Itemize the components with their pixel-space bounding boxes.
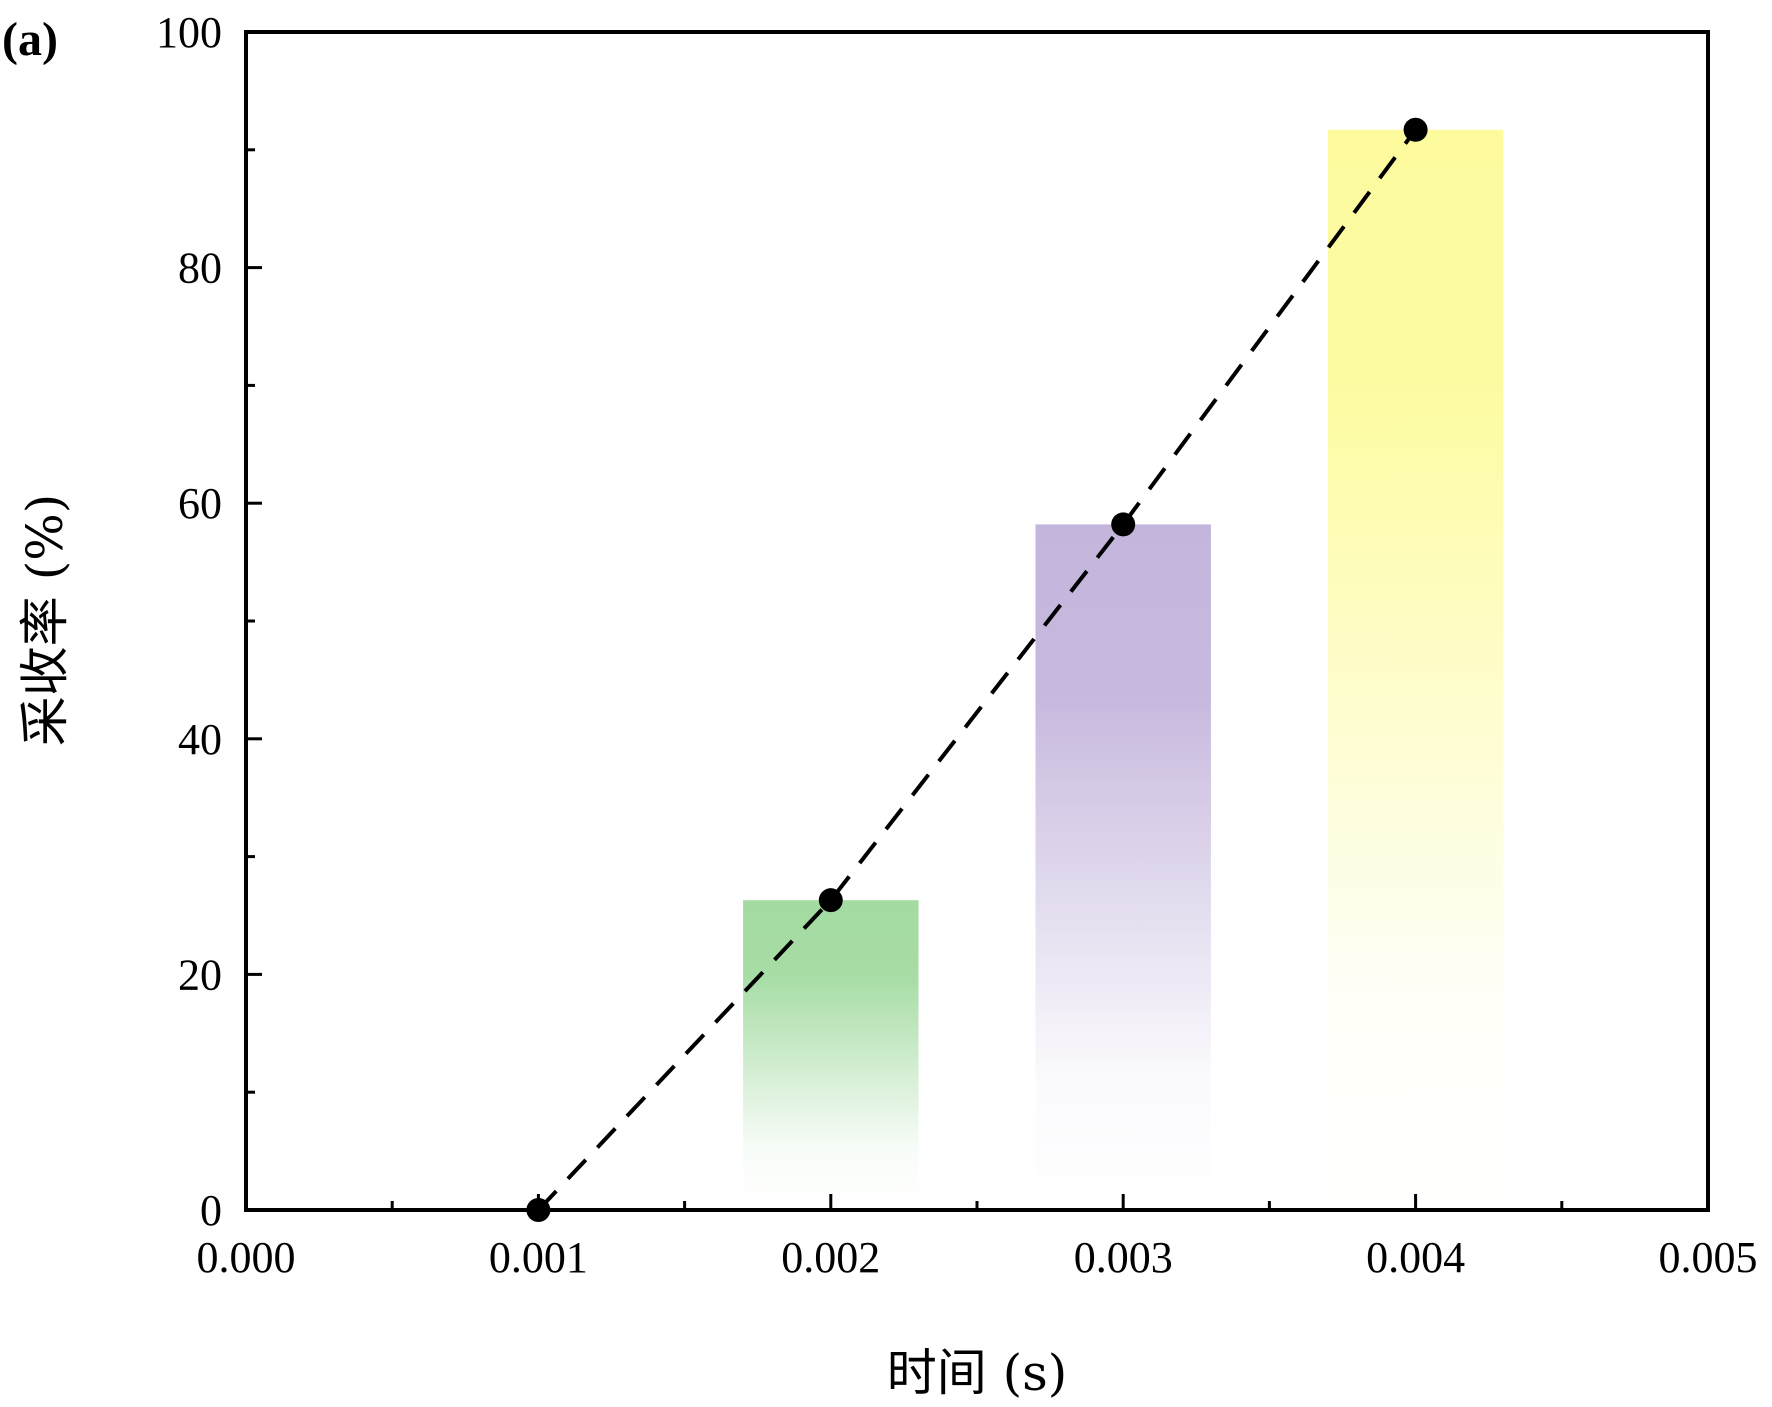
x-tick-label: 0.003 — [1074, 1233, 1173, 1282]
panel-label: (a) — [2, 13, 58, 66]
y-tick-label: 20 — [178, 950, 222, 999]
line-layer — [536, 128, 1418, 1212]
y-tick-label: 100 — [156, 8, 222, 57]
bar — [1035, 524, 1211, 1210]
data-point — [1403, 117, 1428, 142]
x-tick-label: 0.000 — [197, 1233, 296, 1282]
y-tick-label: 60 — [178, 479, 222, 528]
x-axis-title: 时间 (s) — [887, 1344, 1068, 1402]
y-tick-label: 40 — [178, 715, 222, 764]
bars-layer — [743, 129, 1504, 1210]
x-tick-label: 0.005 — [1659, 1233, 1758, 1282]
y-tick-label: 80 — [178, 244, 222, 293]
x-tick-label: 0.001 — [489, 1233, 588, 1282]
x-tick-label: 0.002 — [781, 1233, 880, 1282]
y-axis-title: 采收率 (%) — [16, 494, 74, 746]
series-line — [536, 128, 1418, 1212]
data-point — [818, 888, 843, 913]
bar — [743, 900, 919, 1210]
y-tick-label: 0 — [200, 1186, 222, 1235]
points-layer — [526, 117, 1428, 1222]
data-point — [1111, 512, 1136, 537]
x-tick-label: 0.004 — [1366, 1233, 1465, 1282]
x-axis-ticks: 0.000 0.001 0.002 0.003 0.004 0.005 — [197, 1194, 1758, 1282]
y-axis-ticks: 0 20 40 60 80 100 — [156, 8, 262, 1235]
bar — [1327, 129, 1504, 1210]
